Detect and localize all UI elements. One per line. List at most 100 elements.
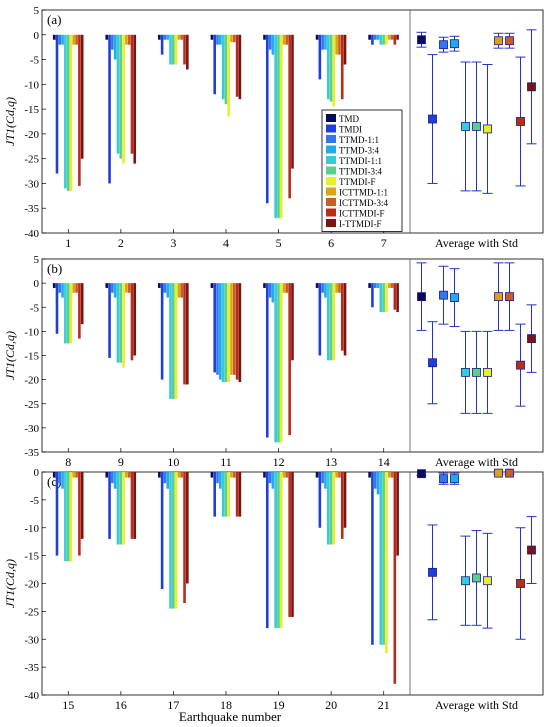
bar-20-1 [318, 472, 322, 528]
bar-11-5 [224, 283, 228, 383]
bar-16-9 [130, 472, 134, 539]
bar-2-5 [119, 34, 123, 159]
chart-panel-2: 5 0 -5 -10 -15 -20 -25 -30 -35 (b) JT1(Cd,q) 8 9 10 11… [3, 254, 544, 469]
bar-3-1 [160, 34, 164, 55]
mean-marker-10 [527, 545, 536, 555]
y-tick-label: -30 [24, 423, 39, 435]
bar-14-2 [373, 283, 377, 288]
x-tick-label: 20 [325, 698, 337, 712]
bar-14-10 [396, 283, 399, 313]
bar-6-5 [329, 34, 333, 102]
bar-3-0 [158, 34, 161, 40]
panels: 50-5-10-15-20-25-30-35-40(a)JT1(Cd,q)1 2 3… [3, 5, 544, 712]
bar-9-3 [113, 283, 117, 298]
bar-2-2 [111, 34, 114, 50]
bar-15-9 [78, 472, 81, 556]
mean-marker-2 [439, 290, 448, 300]
y-axis-title: JT1(Cd,q) [3, 559, 17, 608]
mean-marker-2 [439, 474, 448, 484]
bar-1-9 [78, 34, 81, 186]
bar-8-4 [64, 283, 67, 344]
bar-12-1 [265, 283, 269, 438]
bar-5-2 [268, 34, 272, 50]
bar-14-7 [387, 283, 391, 288]
x-tick-label: 13 [325, 455, 337, 469]
y-tick-label: -20 [24, 375, 39, 387]
mean-marker-4 [461, 122, 470, 131]
chart-panel-3: 0-5-10-15-20-25-30-35-40(c)JT1(Cd,q)15 16… [3, 467, 544, 712]
mean-marker-9 [516, 117, 525, 126]
bar-1-0 [52, 34, 56, 40]
bar-7-2 [373, 34, 377, 40]
bar-10-2 [163, 283, 167, 293]
bar-15-4 [64, 472, 67, 562]
bar-14-3 [376, 283, 380, 288]
bar-11-6 [227, 283, 230, 383]
bar-8-9 [78, 283, 81, 339]
bar-1-5 [66, 34, 70, 191]
bar-15-6 [69, 472, 73, 562]
bar-18-1 [213, 472, 216, 517]
bar-10-1 [160, 283, 164, 380]
bar-11-7 [230, 283, 233, 375]
bar-21-10 [396, 472, 399, 556]
bar-12-0 [263, 283, 266, 288]
bar-18-7 [230, 472, 233, 478]
bar-13-6 [332, 283, 336, 361]
bar-18-3 [219, 472, 222, 489]
y-tick-label: 0 [34, 467, 40, 479]
y-axis-title: JT1(Cd,q) [3, 97, 17, 146]
bar-19-8 [285, 472, 289, 478]
legend-entry-5: TTMDI-3:4 [339, 167, 382, 177]
bar-13-7 [335, 283, 338, 293]
y-tick-label: 0 [34, 278, 40, 290]
bar-5-5 [277, 34, 280, 219]
legend-swatch-8 [326, 198, 336, 206]
mean-marker-8 [505, 36, 514, 46]
x-tick-label: 2 [118, 236, 124, 250]
bar-7-5 [382, 34, 385, 45]
bar-2-1 [108, 34, 111, 184]
plot-frame [41, 9, 544, 234]
bar-5-1 [265, 34, 269, 204]
y-tick-label: -5 [30, 55, 40, 67]
average-label: Average with Std [435, 455, 518, 469]
y-tick-label: -35 [24, 447, 39, 459]
x-tick-label: 9 [118, 455, 124, 469]
bar-7-1 [371, 34, 374, 45]
bar-4-2 [216, 34, 219, 45]
bar-15-1 [55, 472, 59, 556]
bar-13-2 [321, 283, 324, 293]
bar-1-1 [55, 34, 59, 174]
y-tick-label: -15 [24, 104, 39, 116]
bar-19-9 [288, 472, 291, 617]
y-tick-label: -20 [24, 579, 39, 591]
bar-1-6 [69, 34, 73, 191]
bar-11-1 [213, 283, 216, 373]
bar-19-6 [279, 472, 283, 629]
bar-9-5 [119, 283, 123, 363]
bar-5-6 [279, 34, 283, 219]
bar-21-6 [385, 472, 388, 654]
bar-9-6 [122, 283, 125, 368]
legend-swatch-10 [326, 219, 336, 227]
bar-10-7 [177, 283, 181, 298]
bar-4-9 [235, 34, 239, 97]
bar-12-2 [268, 283, 272, 298]
bar-9-2 [111, 283, 114, 293]
bar-16-8 [127, 472, 131, 478]
bar-8-6 [69, 283, 73, 344]
bar-20-3 [324, 472, 327, 489]
x-axis-title: Earthquake number [179, 709, 282, 724]
bar-10-9 [183, 283, 186, 385]
bar-10-8 [180, 283, 184, 298]
bar-4-3 [219, 34, 222, 45]
bar-4-5 [224, 34, 228, 105]
mean-marker-6 [483, 367, 492, 377]
bar-1-8 [75, 34, 78, 45]
y-tick-label: -5 [30, 495, 40, 507]
bar-2-0 [105, 34, 109, 40]
bar-20-6 [332, 472, 336, 545]
bar-20-7 [335, 472, 338, 478]
